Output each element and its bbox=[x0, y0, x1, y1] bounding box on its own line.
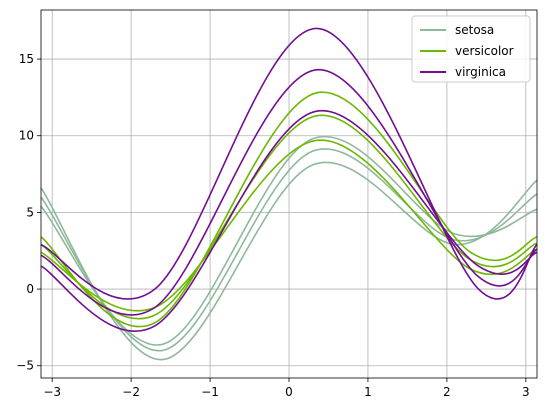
legend-box bbox=[411, 15, 531, 83]
y-tick-label: 0 bbox=[26, 282, 34, 296]
x-tick-label: 2 bbox=[443, 385, 451, 399]
x-axis: −3 −2 −1 0 1 2 3 bbox=[43, 378, 530, 399]
versicolor-curve bbox=[40, 91, 538, 328]
legend: setosa versicolor virginica bbox=[411, 15, 531, 83]
series-versicolor bbox=[40, 91, 538, 328]
x-tick-label: −2 bbox=[122, 385, 140, 399]
legend-label-virginica: virginica bbox=[455, 65, 506, 79]
y-tick-label: −5 bbox=[16, 359, 34, 373]
legend-label-versicolor: versicolor bbox=[455, 44, 514, 58]
versicolor-curve bbox=[40, 114, 538, 320]
x-tick-label: 3 bbox=[522, 385, 530, 399]
x-tick-label: 1 bbox=[364, 385, 372, 399]
x-tick-label: −1 bbox=[201, 385, 219, 399]
versicolor-curve bbox=[40, 139, 538, 312]
x-tick-label: 0 bbox=[285, 385, 293, 399]
virginica-curve bbox=[40, 110, 538, 333]
curves bbox=[40, 27, 538, 361]
y-tick-label: 15 bbox=[19, 52, 34, 66]
y-tick-label: 10 bbox=[19, 129, 34, 143]
virginica-curve bbox=[40, 27, 538, 300]
setosa-curve bbox=[40, 148, 538, 352]
legend-label-setosa: setosa bbox=[455, 23, 494, 37]
y-axis: −5 0 5 10 15 bbox=[16, 52, 41, 373]
series-virginica bbox=[40, 27, 538, 333]
virginica-curve bbox=[40, 68, 538, 316]
x-tick-label: −3 bbox=[43, 385, 61, 399]
y-tick-label: 5 bbox=[26, 205, 34, 219]
